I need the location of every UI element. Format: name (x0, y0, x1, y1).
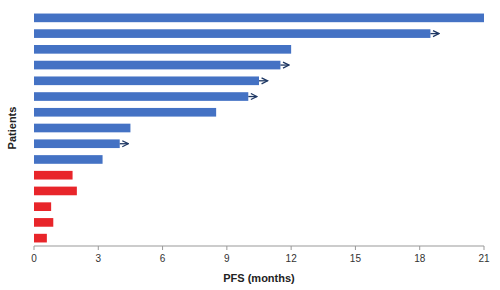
x-tick-label: 9 (224, 253, 230, 264)
x-axis-line (34, 246, 484, 247)
x-tick (162, 246, 163, 250)
x-axis-label: PFS (months) (223, 272, 295, 284)
ongoing-arrow (120, 143, 129, 144)
bar (34, 202, 51, 211)
bar (34, 92, 248, 101)
chart-container: 0 3 6 9 12 15 18 21 PFS (months) Patients (0, 0, 500, 290)
bar (34, 187, 77, 196)
x-tick-label: 12 (286, 253, 298, 264)
bar (34, 14, 484, 23)
bar (34, 171, 73, 180)
x-tick-label: 18 (414, 253, 426, 264)
bar (34, 234, 47, 243)
ongoing-arrow (248, 96, 257, 97)
chart: 0 3 6 9 12 15 18 21 PFS (months) Patients (0, 0, 500, 290)
x-tick (291, 246, 292, 250)
ongoing-arrow (259, 80, 268, 81)
bar (34, 124, 130, 133)
bar (34, 155, 103, 164)
x-tick (226, 246, 227, 250)
bar (34, 45, 291, 54)
x-tick (419, 246, 420, 250)
x-axis: 0 3 6 9 12 15 18 21 (31, 246, 490, 264)
ongoing-arrow (280, 64, 289, 65)
bar (34, 76, 259, 85)
x-tick-label: 3 (96, 253, 102, 264)
x-tick (34, 246, 35, 250)
x-tick (484, 246, 485, 250)
bar (34, 108, 216, 117)
bar (34, 29, 430, 38)
bar (34, 139, 120, 148)
x-tick (355, 246, 356, 250)
x-tick-label: 21 (478, 253, 490, 264)
bar (34, 61, 280, 70)
bar (34, 218, 53, 227)
x-tick-label: 15 (350, 253, 362, 264)
plot-area (34, 14, 484, 243)
ongoing-arrow (430, 33, 439, 34)
x-tick-label: 6 (160, 253, 166, 264)
x-tick (98, 246, 99, 250)
y-axis-label: Patients (6, 107, 18, 150)
x-tick-label: 0 (31, 253, 37, 264)
